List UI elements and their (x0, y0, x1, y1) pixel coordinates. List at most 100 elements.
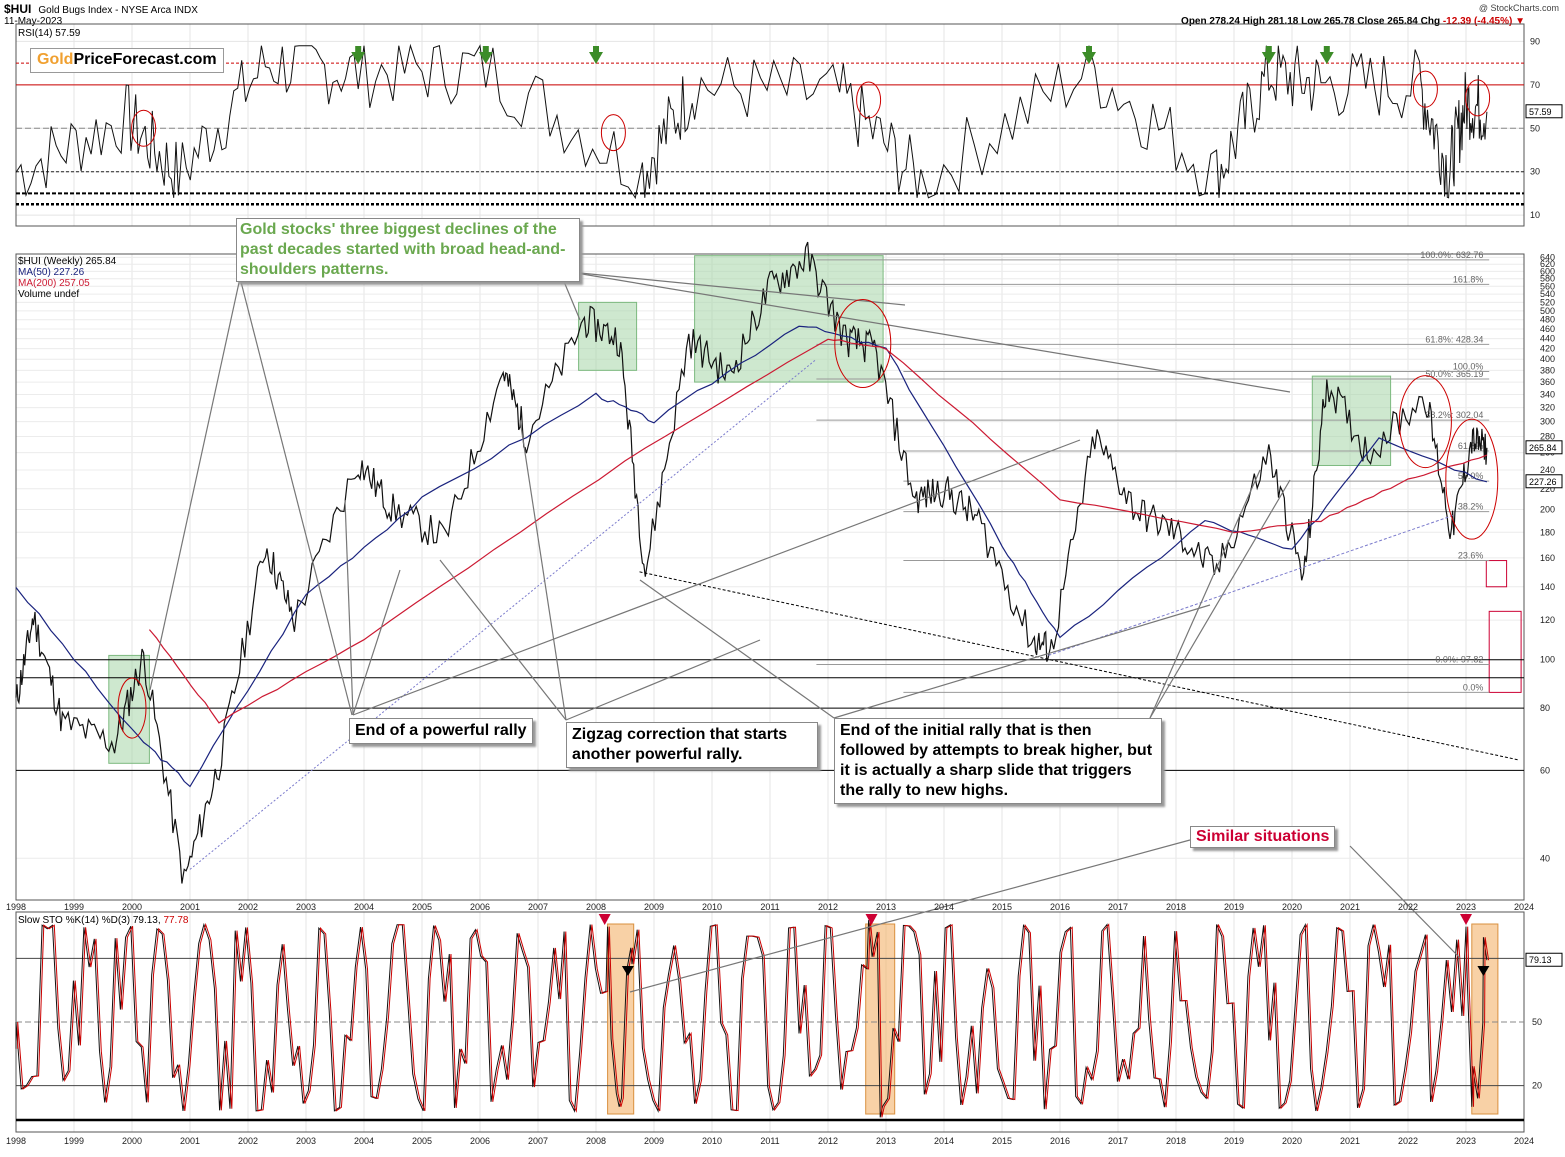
x-tick-label-sto: 2010 (702, 1136, 722, 1146)
x-tick-label-sto: 1998 (6, 1136, 26, 1146)
green-arrow-marker (589, 52, 603, 64)
ma50-value-tag-text: 227.26 (1529, 477, 1557, 487)
callout-initial-rally: End of the initial rally that is then fo… (834, 718, 1162, 804)
callout-pointer-line (1349, 845, 1461, 959)
price-legend: $HUI (Weekly) 265.84 MA(50) 227.26 MA(20… (18, 256, 116, 300)
x-tick-label-price: 2018 (1166, 902, 1186, 912)
ohlc-readout: Open 278.24 High 281.18 Low 265.78 Close… (1181, 16, 1525, 27)
stockcharts-credit: @ StockCharts.com (1478, 3, 1559, 13)
x-tick-label-sto: 2016 (1050, 1136, 1070, 1146)
target-zone-box (1488, 610, 1522, 693)
green-arrow-marker (1319, 52, 1334, 64)
price-y-tick-label: 620 (1540, 259, 1555, 269)
ma50-value-tag-box (1525, 474, 1563, 489)
x-tick-label-price: 2020 (1282, 902, 1302, 912)
x-tick-label-sto: 2023 (1456, 1136, 1476, 1146)
price-y-tick-label: 540 (1540, 289, 1555, 299)
x-tick-label-price: 2015 (992, 902, 1012, 912)
price-y-tick-label: 300 (1540, 417, 1555, 427)
x-tick-label-sto: 2013 (876, 1136, 896, 1146)
price-y-tick-label: 560 (1540, 281, 1555, 291)
fib-label: 50.0%: 365.19 (1425, 369, 1483, 379)
price-y-tick-label: 640 (1540, 252, 1555, 262)
x-tick-label-price: 2019 (1224, 902, 1244, 912)
sto-y-tick-label: 20 (1532, 1081, 1542, 1091)
price-y-tick-label: 600 (1540, 266, 1555, 276)
x-tick-label-price: 2001 (180, 902, 200, 912)
callout-pointer-line (1149, 479, 1291, 719)
callout-zigzag: Zigzag correction that starts another po… (566, 722, 818, 768)
head-and-shoulders-note: Gold stocks' three biggest declines of t… (236, 218, 580, 282)
price-y-tick-label: 100 (1540, 655, 1555, 665)
price-y-tick-label: 220 (1540, 484, 1555, 494)
fib-label: 38.2%: 302.04 (1425, 410, 1483, 420)
green-arrow-marker (1261, 52, 1276, 64)
x-tick-label-sto: 1999 (64, 1136, 84, 1146)
green-arrow-marker (1082, 52, 1096, 64)
green-arrow-marker (478, 52, 493, 64)
x-tick-label-sto: 2008 (586, 1136, 606, 1146)
x-tick-label-price: 2011 (760, 902, 779, 912)
x-tick-label-sto: 2020 (1282, 1136, 1302, 1146)
callout-pointer-line (569, 271, 1291, 393)
x-tick-label-price: 2007 (528, 902, 548, 912)
ma50-value-tag: 227.26 (1525, 474, 1563, 489)
callout-pointer-line (352, 439, 1081, 716)
price-y-tick-label: 60 (1540, 765, 1550, 775)
sto-d-line (17, 920, 1490, 1118)
green-arrow-stem (1265, 46, 1272, 53)
callout-similar-situations: Similar situations (1190, 826, 1336, 848)
x-tick-label-price: 2002 (238, 902, 258, 912)
sto-label-d: 77.78 (163, 915, 189, 926)
fib-label: 100.0% (1453, 361, 1484, 371)
sto-value-tag: 79.13 (1525, 952, 1563, 967)
target-zone-box (1485, 560, 1508, 588)
fib-label: 161.8% (1453, 274, 1484, 284)
x-tick-label-price: 2022 (1398, 902, 1418, 912)
x-tick-label-price: 2003 (296, 902, 316, 912)
price-y-tick-label: 460 (1540, 324, 1555, 334)
x-tick-label-price: 1998 (6, 902, 26, 912)
x-tick-label-sto: 2014 (934, 1136, 954, 1146)
price-y-tick-label: 40 (1540, 853, 1550, 863)
ohlc-values: Open 278.24 High 281.18 Low 265.78 Close… (1181, 16, 1443, 27)
price-red-circle (834, 299, 892, 389)
x-tick-label-sto: 2017 (1108, 1136, 1128, 1146)
rsi-label: RSI(14) 57.59 (18, 28, 81, 39)
legend-volume: Volume undef (18, 289, 80, 300)
sto-label: Slow STO %K(14) %D(3) 79.13, (18, 915, 164, 926)
x-tick-label-sto: 2018 (1166, 1136, 1186, 1146)
fib-label: 23.6% (1458, 551, 1484, 561)
price-y-tick-label: 360 (1540, 377, 1555, 387)
price-y-tick-label: 240 (1540, 465, 1555, 475)
ma50-line (15, 325, 1488, 788)
red-arrow-marker (865, 914, 878, 925)
reference-lines (16, 62, 1524, 1122)
rising-trendline (1048, 514, 1455, 656)
sto-y-tick-label: 50 (1532, 1017, 1542, 1027)
price-red-circle (1445, 418, 1499, 540)
black-arrow-marker (1477, 966, 1490, 976)
rsi-y-tick-label: 90 (1530, 36, 1540, 46)
price-y-tick-label: 400 (1540, 354, 1555, 364)
x-tick-label-sto: 2007 (528, 1136, 548, 1146)
callout-pointer-line (639, 579, 835, 719)
price-y-tick-label: 520 (1540, 297, 1555, 307)
rsi-legend: RSI(14) 57.59 (18, 28, 80, 39)
x-tick-label-price: 2012 (818, 902, 838, 912)
price-y-tick-label: 420 (1540, 344, 1555, 354)
x-tick-label-price: 2004 (354, 902, 374, 912)
fib-label: 38.2% (1458, 502, 1484, 512)
x-tick-label-sto: 2005 (412, 1136, 432, 1146)
x-tick-label-sto: 2015 (992, 1136, 1012, 1146)
rsi-series-line (15, 43, 1488, 200)
x-tick-label-price: 2013 (876, 902, 896, 912)
x-tick-label-sto: 2003 (296, 1136, 316, 1146)
price-y-tick-label: 280 (1540, 432, 1555, 442)
fib-label: 100.0%: 632.76 (1420, 250, 1483, 260)
price-y-tick-label: 320 (1540, 403, 1555, 413)
logo-part-domain: PriceForecast.com (73, 51, 217, 68)
price-y-tick-label: 160 (1540, 553, 1555, 563)
sto-legend: Slow STO %K(14) %D(3) 79.13, 77.78 (18, 915, 188, 926)
x-tick-label-sto: 2006 (470, 1136, 490, 1146)
